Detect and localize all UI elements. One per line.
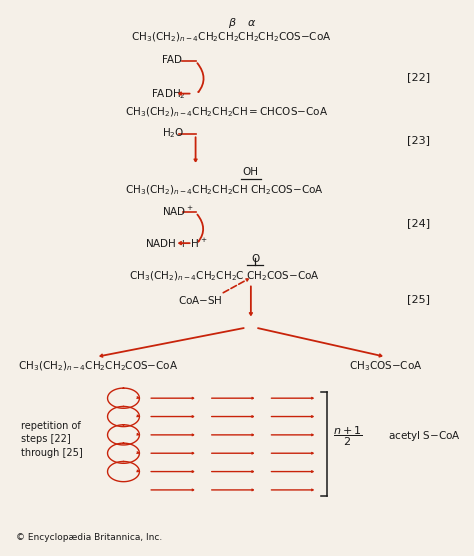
Text: NADH + H$^+$: NADH + H$^+$ (145, 237, 207, 250)
Text: FADH$_2$: FADH$_2$ (151, 87, 186, 101)
Text: $\dfrac{n+1}{2}$: $\dfrac{n+1}{2}$ (333, 425, 363, 448)
Text: H$_2$O: H$_2$O (163, 127, 185, 141)
Text: [24]: [24] (408, 218, 430, 228)
Text: O: O (251, 254, 259, 264)
Text: $\alpha$: $\alpha$ (247, 18, 256, 28)
FancyArrowPatch shape (197, 215, 203, 241)
Text: acetyl S$-$CoA: acetyl S$-$CoA (388, 429, 461, 443)
FancyArrowPatch shape (197, 63, 204, 92)
Text: NAD$^+$: NAD$^+$ (163, 205, 194, 218)
Text: CoA$-$SH: CoA$-$SH (178, 294, 222, 306)
Text: steps [22]: steps [22] (21, 434, 71, 444)
Text: © Encyclopædia Britannica, Inc.: © Encyclopædia Britannica, Inc. (17, 533, 163, 542)
Text: CH$_3$(CH$_2$)$_{n-4}$CH$_2$CH$_2$CH$=$CHCOS$-$CoA: CH$_3$(CH$_2$)$_{n-4}$CH$_2$CH$_2$CH$=$C… (125, 105, 328, 119)
Text: [22]: [22] (408, 72, 430, 82)
Text: CH$_3$(CH$_2$)$_{n-4}$CH$_2$CH$_2$COS$-$CoA: CH$_3$(CH$_2$)$_{n-4}$CH$_2$CH$_2$COS$-$… (18, 359, 178, 373)
Text: repetition of: repetition of (21, 421, 81, 431)
Text: through [25]: through [25] (21, 448, 82, 458)
Text: CH$_3$(CH$_2$)$_{n-4}$CH$_2$CH$_2$C CH$_2$COS$-$CoA: CH$_3$(CH$_2$)$_{n-4}$CH$_2$CH$_2$C CH$_… (129, 269, 320, 282)
Text: [25]: [25] (408, 294, 430, 304)
Text: FAD: FAD (163, 55, 182, 65)
Text: CH$_3$(CH$_2$)$_{n-4}$CH$_2$CH$_2$CH$_2$CH$_2$COS$-$CoA: CH$_3$(CH$_2$)$_{n-4}$CH$_2$CH$_2$CH$_2$… (131, 31, 331, 44)
Text: CH$_3$COS$-$CoA: CH$_3$COS$-$CoA (349, 359, 422, 373)
Text: $\beta$: $\beta$ (228, 17, 237, 31)
Text: [23]: [23] (408, 136, 430, 145)
Text: CH$_3$(CH$_2$)$_{n-4}$CH$_2$CH$_2$CH CH$_2$COS$-$CoA: CH$_3$(CH$_2$)$_{n-4}$CH$_2$CH$_2$CH CH$… (125, 183, 324, 197)
Text: OH: OH (243, 167, 259, 177)
